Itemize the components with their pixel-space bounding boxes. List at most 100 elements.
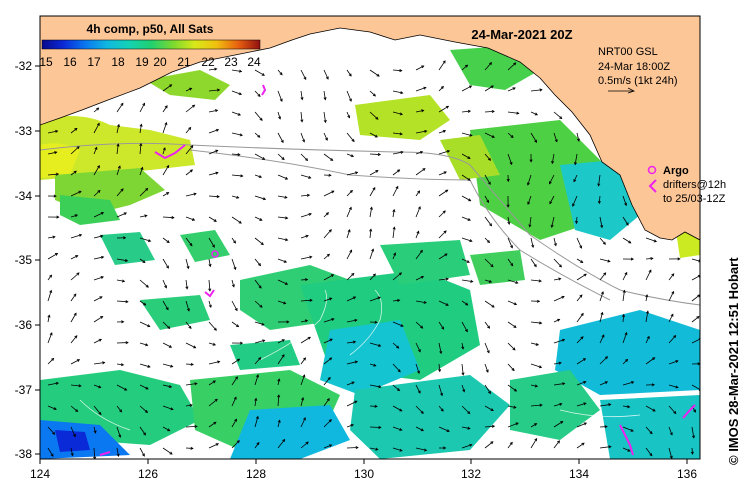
current-arrow-head [238,92,243,96]
current-arrow [369,111,379,120]
current-arrow [392,111,403,115]
current-arrow-head [400,91,404,95]
current-arrow [507,216,510,225]
current-arrow [162,363,173,368]
current-arrow-head [140,166,144,171]
current-arrow-head [347,115,351,119]
current-arrow [576,381,586,386]
current-arrow [622,426,634,432]
current-arrow-head [139,142,143,147]
current-arrow-head [445,189,449,193]
current-arrow [392,405,402,412]
current-arrow [599,272,606,281]
current-arrow [47,151,57,155]
current-arrow-head [306,193,311,197]
current-arrow-head [468,198,472,202]
current-arrow [507,442,513,449]
current-arrow-head [354,171,359,175]
current-arrow [116,300,128,303]
current-arrow [575,216,578,224]
current-arrow [415,447,427,451]
current-arrow-head [439,350,443,355]
current-arrow [369,342,381,347]
current-arrow [392,321,404,327]
current-arrow [484,441,494,449]
current-arrow-head [147,324,151,328]
current-arrow [70,146,80,155]
current-arrow-head [648,269,652,273]
current-arrow [323,398,330,407]
current-arrow [254,339,265,344]
current-arrow-head [143,302,147,306]
current-arrow-head [417,206,421,210]
current-arrow [691,275,700,281]
current-arrow-head [237,153,241,157]
current-arrow-head [281,157,285,161]
current-arrow [231,418,237,428]
current-arrow [668,273,675,281]
current-arrow-head [513,325,517,328]
current-arrow [484,363,489,373]
current-arrow-head [308,175,312,179]
current-arrow-head [608,445,612,449]
current-arrow [185,145,194,155]
current-arrow [392,426,402,431]
current-arrow-head [392,226,396,230]
current-arrow [323,229,332,239]
current-arrow-head [139,123,143,127]
current-arrow-head [214,67,218,71]
current-arrow-head [100,212,105,215]
current-arrow-head [559,116,563,120]
current-arrow-head [309,298,313,302]
current-arrow-head [652,357,656,361]
current-arrow [598,174,601,186]
current-arrow [530,111,538,116]
current-arrow-head [78,384,82,388]
current-arrow-head [55,381,60,385]
current-arrow-head [328,173,332,177]
current-arrow-head [467,156,471,159]
current-arrow-head [123,236,127,240]
current-arrow-head [372,93,376,97]
current-arrow-head [215,171,219,175]
current-arrow [162,192,169,197]
current-arrow-head [278,116,282,120]
current-arrow-head [604,381,609,385]
current-arrow [70,190,82,197]
current-arrow [369,187,376,197]
current-arrow [438,426,450,432]
current-arrow [668,291,674,302]
current-arrow [185,363,194,365]
argo-legend-marker [647,165,657,175]
current-arrow-head [510,245,513,249]
current-arrow [576,358,586,365]
current-arrow [461,216,471,221]
current-arrow [231,300,238,311]
current-arrow [369,69,380,77]
current-arrow-head [53,194,57,198]
current-arrow-head [469,443,473,447]
current-arrow [162,165,170,176]
current-arrow [70,359,80,365]
argo-legend-track [648,179,657,193]
current-arrow-head [424,129,428,133]
current-arrow-head [236,440,240,444]
current-arrow-head [142,453,145,457]
current-arrow-head [145,187,149,191]
current-arrow [530,258,537,267]
current-arrow-head [73,170,77,174]
current-arrow [668,447,673,459]
current-arrow [438,105,449,113]
current-arrow-head [277,394,281,398]
current-arrow [116,258,128,262]
current-arrow [300,174,311,179]
current-arrow-head [284,282,289,285]
current-arrow-head [576,138,580,142]
current-arrow-head [326,398,330,402]
current-arrow-head [262,197,267,201]
y-tick-label: -34 [15,189,33,203]
current-arrow-head [186,265,190,270]
current-arrow-head [420,325,424,329]
current-arrow [208,237,215,248]
current-arrow [277,216,288,219]
